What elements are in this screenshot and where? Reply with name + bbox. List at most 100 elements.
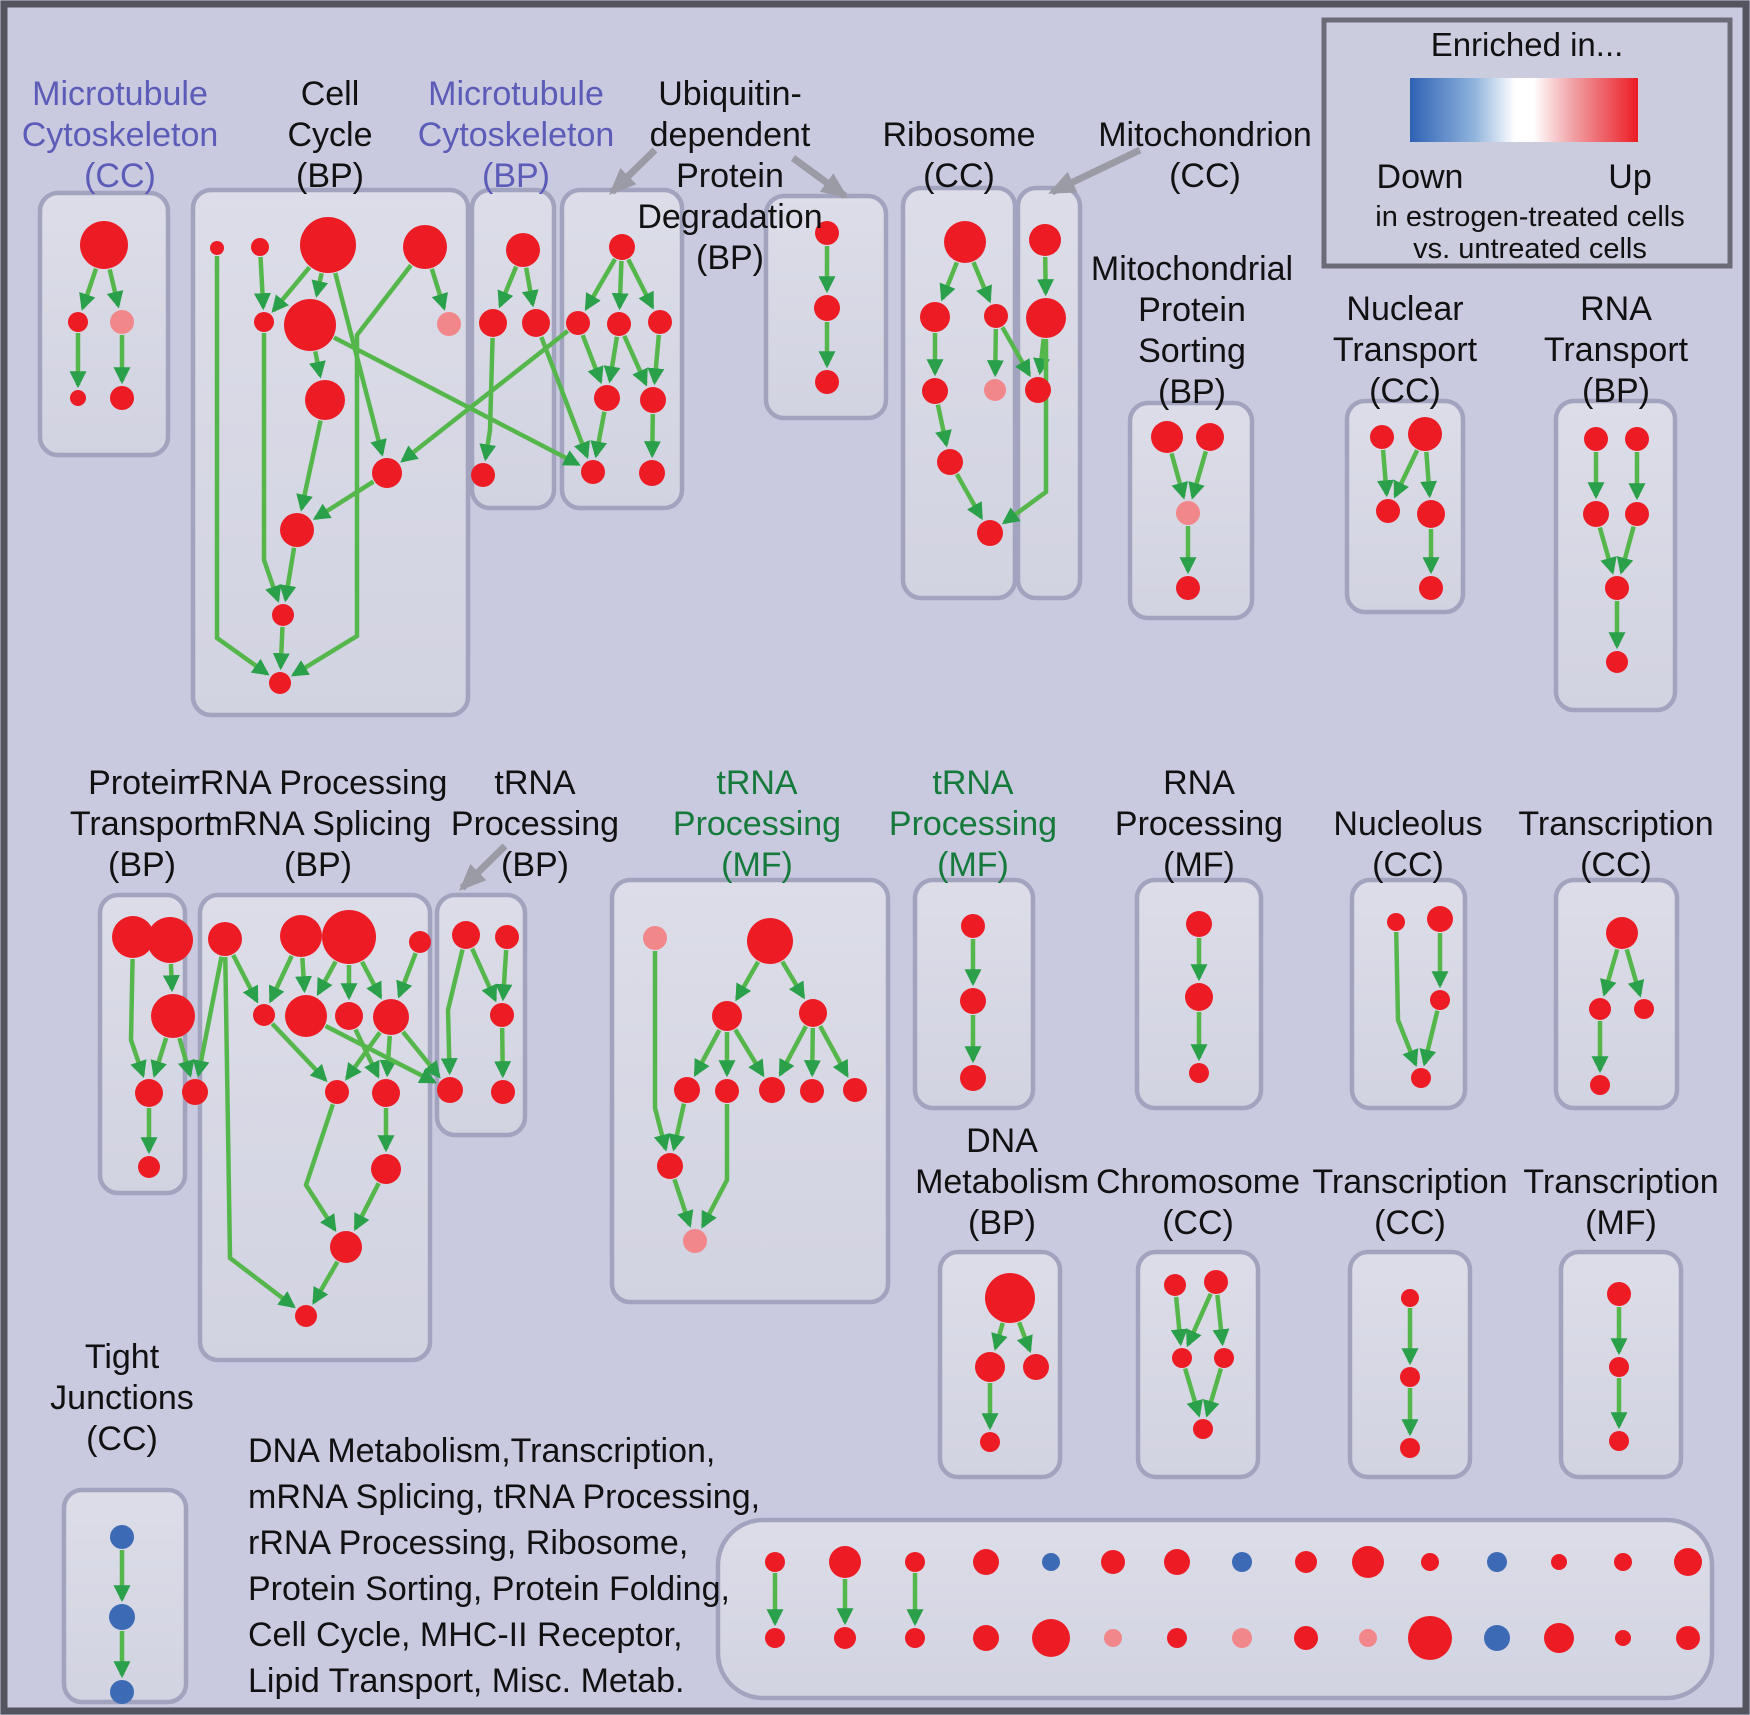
legend: Enriched in... Down Up in estrogen-treat… [1321,17,1733,269]
go-term-node [905,1552,925,1572]
go-term-node [1606,917,1638,949]
go-term-node [1101,1550,1125,1574]
go-term-node [1032,1619,1070,1657]
go-term-node [1204,1270,1228,1294]
go-term-node [566,311,590,335]
edge-arrow [954,473,984,521]
edge-arrow [312,479,375,521]
go-term-node [1589,998,1611,1020]
edge-arrow [353,1028,380,1079]
nodes-layer [68,217,1702,1704]
edge-arrow [668,1103,687,1152]
edge-arrow [1377,449,1394,498]
go-term-node [280,513,314,547]
go-term-node [1609,1431,1629,1451]
go-term-node [68,312,88,332]
go-term-node [1408,417,1442,451]
edge-arrow [353,1182,381,1232]
go-term-node [1544,1623,1574,1653]
footnote-line: DNA Metabolism,Transcription, [248,1432,715,1470]
group-box-chromosome-cc [1135,1249,1261,1480]
go-term-node [490,1003,514,1027]
go-term-node [522,309,550,337]
go-term-node [254,312,274,332]
group-label-nucleolus-cc: Nucleolus (CC) [1333,805,1482,884]
go-term-node [253,1004,275,1026]
go-term-node [683,1229,707,1253]
edge-arrow [494,1027,512,1079]
edge-arrow [1420,451,1438,499]
group-label-trna-processing-mf-small: tRNA Processing (MF) [889,764,1057,884]
edge-arrow [1600,948,1620,997]
edge-arrow [818,1025,849,1078]
legend-title: Enriched in... [1431,26,1624,63]
go-term-node [648,310,672,334]
go-term-node [1427,906,1453,932]
go-term-node [373,999,409,1035]
edge-arrow [332,335,581,467]
go-term-node [1419,576,1443,600]
edge-arrow [1000,326,1032,378]
go-term-node [452,921,480,949]
group-box-rna-transport-bp [1553,398,1678,713]
group-label-ribosome-cc: Ribosome (CC) [882,116,1035,195]
go-term-node [920,302,950,332]
go-term-node [984,304,1008,328]
edge-arrow [214,256,270,676]
go-term-node [829,1546,861,1578]
edge-arrow [693,1029,722,1077]
go-term-node [1551,1554,1567,1570]
go-term-node [1167,1628,1187,1648]
go-term-node [112,916,154,958]
label-pointer-arrow [790,155,849,199]
go-term-node [437,312,461,336]
edge-arrow [935,404,952,448]
footnote-line: Cell Cycle, MHC-II Receptor, [248,1616,683,1654]
go-term-node [1370,425,1394,449]
go-term-node [1590,1075,1610,1095]
edge-arrow [312,1260,340,1305]
edge-arrow [162,963,180,993]
go-term-node [1172,1348,1192,1368]
go-term-node [135,1079,163,1107]
edge-arrow [495,949,513,1002]
go-term-node [640,387,666,413]
go-term-node [1634,999,1654,1019]
label-pointer-arrow [1048,146,1142,196]
group-label-tight-junctions-cc: Tight Junctions (CC) [50,1338,194,1458]
group-label-cell-cycle-bp: Cell Cycle (BP) [287,75,372,195]
go-term-node [905,1628,925,1648]
go-term-node [922,378,948,404]
go-term-node [1232,1552,1252,1572]
group-label-rna-transport-bp: RNA Transport (BP) [1544,290,1689,410]
edge-arrow [539,336,590,460]
edge-arrow [177,1037,195,1078]
go-term-node [843,1078,867,1102]
edge-arrow [1188,450,1208,500]
edge-arrow [272,626,290,671]
go-term-node [1176,576,1200,600]
go-term-node [1674,1548,1702,1576]
go-term-node [1400,1438,1420,1458]
edge-arrow [470,947,498,1003]
edge-arrow [296,420,323,512]
go-term-node [147,917,193,963]
edge-arrow [295,957,313,994]
edge-arrow [1616,525,1636,575]
go-term-node [409,931,431,953]
annotation-arrows-layer [459,146,1142,891]
group-label-rrna-processing-mrna-splicing-bp: rRNA Processing mRNA Splicing (BP) [189,764,448,884]
go-term-node [371,1154,401,1184]
go-term-node [335,1002,363,1030]
edge-arrow [626,258,655,310]
edge-arrow [733,1028,765,1078]
go-term-node [674,1077,700,1103]
go-term-node [800,1079,824,1103]
go-term-node [403,225,447,269]
go-term-node [1176,501,1200,525]
go-term-node [960,1065,986,1091]
go-term-node [984,379,1006,401]
edge-arrow [622,334,648,387]
group-label-trna-processing-bp: tRNA Processing (BP) [451,764,619,884]
